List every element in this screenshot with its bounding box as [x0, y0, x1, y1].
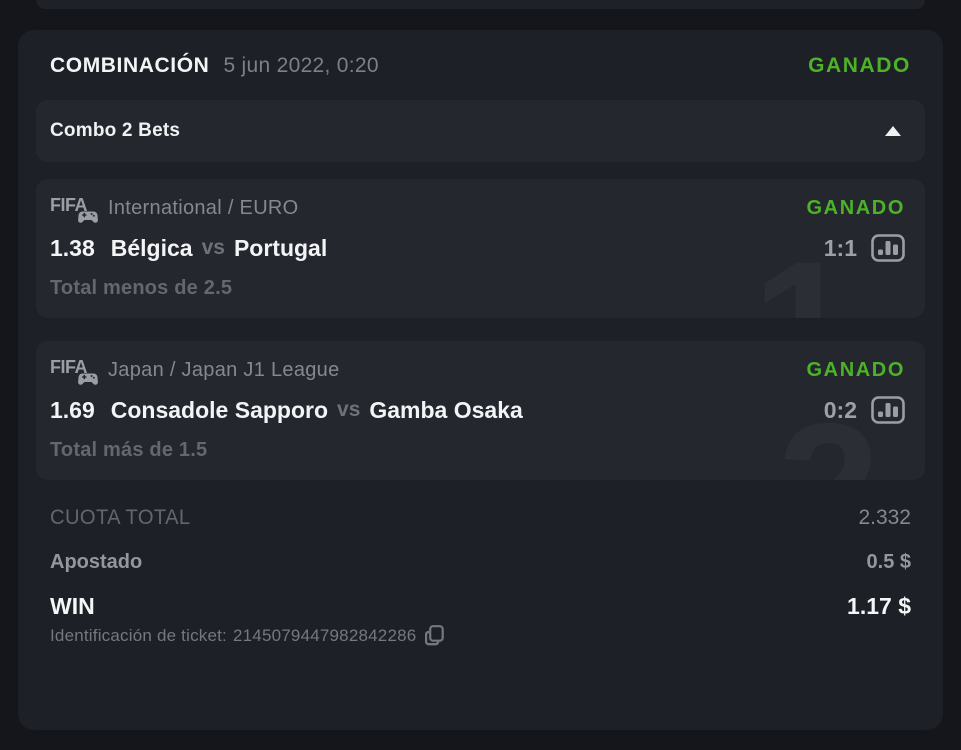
bet-card: 1 FIFA International / EURO GANADO 1.38 … [36, 179, 925, 318]
ticket-header: COMBINACIÓN 5 jun 2022, 0:20 GANADO [18, 30, 943, 94]
league-label: International / EURO [108, 196, 299, 219]
total-odds-label: CUOTA TOTAL [50, 506, 191, 529]
bet-card: 2 FIFA Japan / Japan J1 League GANADO 1.… [36, 341, 925, 480]
selection-label: Total más de 1.5 [50, 439, 208, 461]
ticket-panel: COMBINACIÓN 5 jun 2022, 0:20 GANADO Comb… [18, 30, 943, 730]
ticket-id-label: Identificación de ticket: [50, 625, 227, 645]
fifa-esports-icon: FIFA [50, 357, 98, 385]
win-label: WIN [50, 593, 95, 619]
ticket-type-title: COMBINACIÓN [50, 54, 210, 77]
stake-label: Apostado [50, 551, 143, 573]
fifa-logo-text: FIFA [50, 195, 88, 215]
ticket-summary: CUOTA TOTAL 2.332 Apostado 0.5 $ WIN 1.1… [18, 506, 943, 646]
away-team: Gamba Osaka [369, 396, 523, 423]
vs-label: vs [337, 398, 361, 421]
ticket-id-value: 2145079447982842286 [232, 625, 417, 645]
bet-status-badge: GANADO [806, 196, 905, 219]
gamepad-icon [78, 373, 98, 385]
stake-value: 0.5 $ [866, 551, 911, 573]
home-team: Bélgica [110, 234, 193, 261]
ticket-status-badge: GANADO [808, 54, 911, 77]
bet-status-badge: GANADO [806, 358, 905, 381]
odds-value: 1.69 [50, 396, 95, 423]
vs-label: vs [201, 236, 225, 259]
home-team: Consadole Sapporo [110, 396, 329, 423]
stats-icon[interactable] [871, 234, 905, 262]
stats-icon[interactable] [871, 396, 905, 424]
win-value: 1.17 $ [847, 593, 911, 619]
away-team: Portugal [233, 234, 328, 261]
total-odds-value: 2.332 [858, 506, 911, 529]
combo-toggle-bar[interactable]: Combo 2 Bets [36, 100, 925, 162]
fifa-esports-icon: FIFA [50, 195, 98, 223]
selection-label: Total menos de 2.5 [50, 277, 233, 299]
odds-value: 1.38 [50, 234, 95, 261]
collapse-icon[interactable] [885, 126, 901, 136]
gamepad-icon [78, 211, 98, 223]
combo-label: Combo 2 Bets [50, 120, 181, 141]
match-score: 0:2 [823, 396, 857, 423]
league-label: Japan / Japan J1 League [108, 358, 340, 381]
match-score: 1:1 [823, 234, 857, 261]
copy-icon[interactable] [425, 625, 445, 646]
previous-ticket-edge [36, 0, 925, 9]
fifa-logo-text: FIFA [50, 357, 88, 377]
ticket-datetime: 5 jun 2022, 0:20 [223, 54, 379, 77]
